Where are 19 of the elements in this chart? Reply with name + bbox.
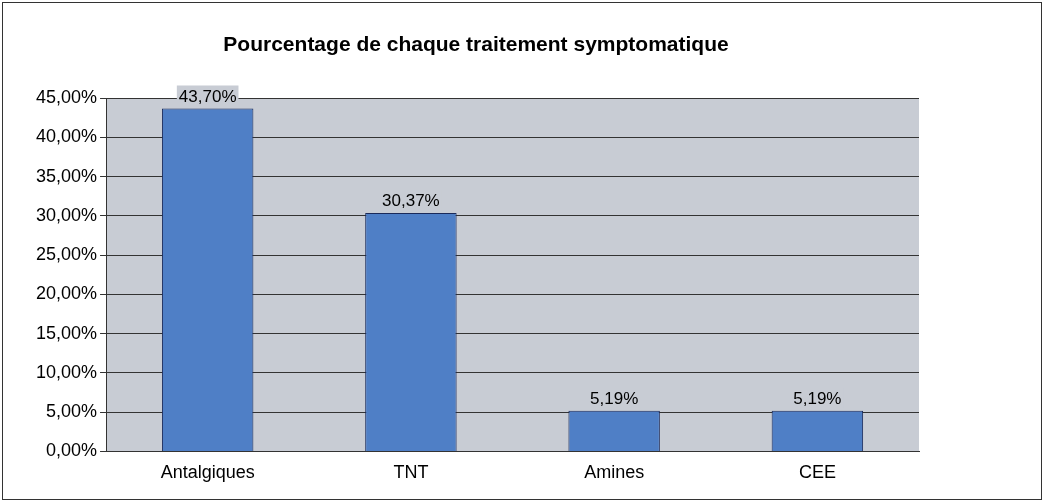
y-tick-label: 25,00% [35, 244, 98, 265]
y-tick-label: 45,00% [35, 87, 98, 108]
data-label: 5,19% [590, 388, 639, 408]
y-tick-label: 0,00% [46, 440, 98, 461]
y-tick-label: 20,00% [35, 283, 98, 304]
chart-title: Pourcentage de chaque traitement symptomatique [223, 32, 729, 56]
y-tick-label: 15,00% [35, 322, 98, 343]
data-label: 43,70% [178, 86, 237, 106]
x-tick-label: CEE [798, 462, 836, 483]
y-tick-label: 35,00% [35, 165, 98, 186]
y-tick-label: 30,00% [35, 204, 98, 225]
x-tick-label: TNT [393, 462, 429, 483]
y-tick-label: 40,00% [35, 126, 98, 147]
y-tick-label: 10,00% [35, 361, 98, 382]
data-label: 5,19% [793, 388, 842, 408]
y-tick-label: 5,00% [46, 401, 98, 422]
data-label: 30,37% [382, 191, 440, 211]
x-tick-label: Antalgiques [160, 462, 255, 483]
x-tick-label: Amines [584, 462, 645, 483]
